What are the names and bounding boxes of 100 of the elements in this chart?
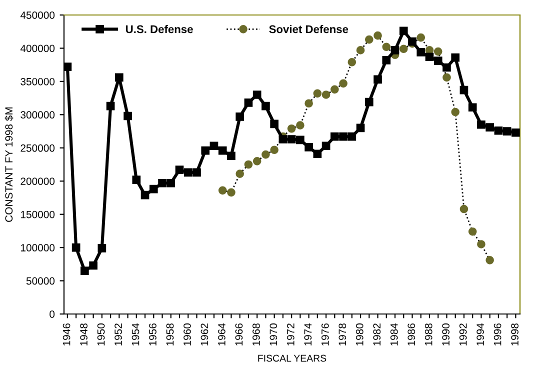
point [80,266,89,275]
point [124,112,132,120]
point [451,53,460,62]
point [382,56,391,64]
point [364,35,374,44]
point [313,150,322,158]
x-tick-label: 1954 [132,323,140,346]
x-tick-label: 1946 [62,323,70,346]
point [262,102,270,110]
y-tick-label: 100000 [21,244,55,252]
y-tick-label: 250000 [20,144,55,152]
point [356,46,365,54]
x-tick-label: 1976 [321,323,329,346]
x-tick-label: 1996 [494,323,502,346]
point [262,150,270,159]
point [425,52,434,62]
point [304,99,313,108]
point [390,46,400,54]
point [175,166,184,174]
point [442,63,451,72]
point [192,168,201,177]
x-tick-label: 1992 [459,324,467,346]
x-tick-label: 1956 [149,323,156,346]
point [486,256,494,264]
point [98,244,106,252]
point [244,98,253,107]
point [252,90,262,99]
point [218,146,227,155]
point [244,160,253,169]
point [140,190,150,200]
x-tick-label: 1952 [114,324,122,346]
point [236,112,244,121]
point [460,86,468,94]
x-tick-label: 1986 [408,323,416,346]
point [468,103,477,112]
point [502,127,512,136]
point [304,143,313,152]
point [322,90,330,99]
point [218,186,227,195]
point [442,73,451,82]
point [416,33,426,42]
point [158,178,166,188]
point [374,75,382,84]
x-tick-label: 1982 [373,324,381,346]
point [356,124,365,132]
y-tick-label: 400000 [20,44,55,52]
point [348,58,356,66]
legend-label: U.S. Defense [126,25,193,34]
point [278,135,288,144]
y-tick-label: 450000 [20,12,55,19]
point [339,79,348,88]
x-tick-label: 1974 [304,323,312,346]
y-tick-label: 300000 [20,111,55,119]
point [330,132,339,141]
y-tick-label: 200000 [20,178,55,185]
point [236,170,244,178]
point [210,142,218,150]
point [399,44,408,54]
point [512,128,520,137]
point [416,48,426,56]
point [434,56,442,66]
point [364,98,374,106]
x-tick-label: 1978 [338,323,346,346]
point [468,227,477,236]
x-tick-label: 1958 [166,323,174,346]
x-tick-label: 1994 [476,323,484,346]
point [270,120,278,128]
point [399,26,408,36]
point [227,188,236,197]
point [486,123,494,132]
point [477,240,486,248]
y-tick-label: 50000 [26,277,55,285]
point [330,85,339,94]
y-tick-label: 150000 [21,210,55,218]
point [64,62,72,71]
x-tick-label: 1962 [200,324,208,346]
x-tick-label: 1988 [424,323,432,346]
point [451,108,460,116]
point [201,146,210,155]
point [184,168,192,177]
point [252,157,262,166]
point [106,102,115,110]
legend-label: Soviet Defense [269,25,348,34]
point [477,120,486,129]
point [166,178,176,188]
x-tick-label: 1948 [80,323,88,346]
x-tick-label: 1972 [286,324,294,346]
point [296,136,304,144]
x-tick-label: 1966 [235,323,243,346]
x-tick-label: 1984 [390,323,398,346]
point [382,42,391,52]
point [348,132,356,141]
point [227,152,236,160]
y-tick-label: 0 [50,310,55,318]
point [270,146,278,154]
point [115,73,124,82]
point [322,142,330,150]
point [460,204,468,214]
point [434,47,442,56]
point [89,261,98,270]
